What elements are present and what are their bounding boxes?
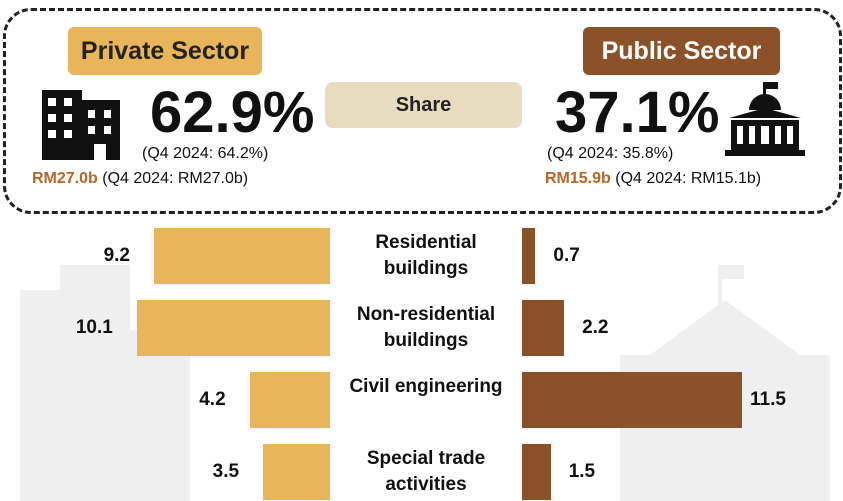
value-label: 0.7 bbox=[553, 245, 580, 266]
private-share: 62.9% bbox=[150, 80, 315, 145]
private-icon bbox=[42, 90, 120, 160]
value-label: 4.2 bbox=[199, 389, 226, 410]
private-prev-share: (Q4 2024: 64.2%) bbox=[142, 145, 269, 162]
category-label: Residential buildings bbox=[375, 232, 477, 279]
share-label: Share bbox=[325, 82, 522, 128]
bar bbox=[263, 444, 330, 500]
bar bbox=[522, 300, 565, 356]
public-icon bbox=[725, 82, 805, 156]
value-label: 9.2 bbox=[103, 245, 130, 266]
summary-box bbox=[3, 8, 842, 214]
category-label: Civil engineering bbox=[349, 376, 503, 397]
value-label: 10.1 bbox=[75, 317, 113, 338]
public-tag: Public Sector bbox=[583, 27, 780, 75]
public-prev-value: (Q4 2024: RM15.1b) bbox=[615, 170, 762, 187]
bar bbox=[522, 228, 536, 284]
bar bbox=[522, 444, 551, 500]
value-label: 2.2 bbox=[582, 317, 609, 338]
category-label: Non-residential buildings bbox=[356, 304, 496, 351]
category-label: Special trade activities bbox=[366, 448, 486, 495]
public-prev-share: (Q4 2024: 35.8%) bbox=[547, 145, 674, 162]
bar bbox=[154, 228, 330, 284]
public-value-line: RM15.9b (Q4 2024: RM15.1b) bbox=[545, 170, 761, 188]
private-prev-value: (Q4 2024: RM27.0b) bbox=[102, 170, 249, 187]
private-value-line: RM27.0b (Q4 2024: RM27.0b) bbox=[32, 170, 248, 188]
bar bbox=[136, 300, 330, 356]
value-label: 11.5 bbox=[750, 389, 786, 410]
value-label: 3.5 bbox=[212, 461, 240, 482]
bar bbox=[249, 372, 330, 428]
private-value: RM27.0b bbox=[32, 170, 98, 187]
public-share: 37.1% bbox=[555, 80, 720, 145]
bar bbox=[522, 372, 742, 428]
private-tag: Private Sector bbox=[68, 27, 262, 75]
public-value: RM15.9b bbox=[545, 170, 611, 187]
value-label: 1.5 bbox=[568, 461, 596, 482]
